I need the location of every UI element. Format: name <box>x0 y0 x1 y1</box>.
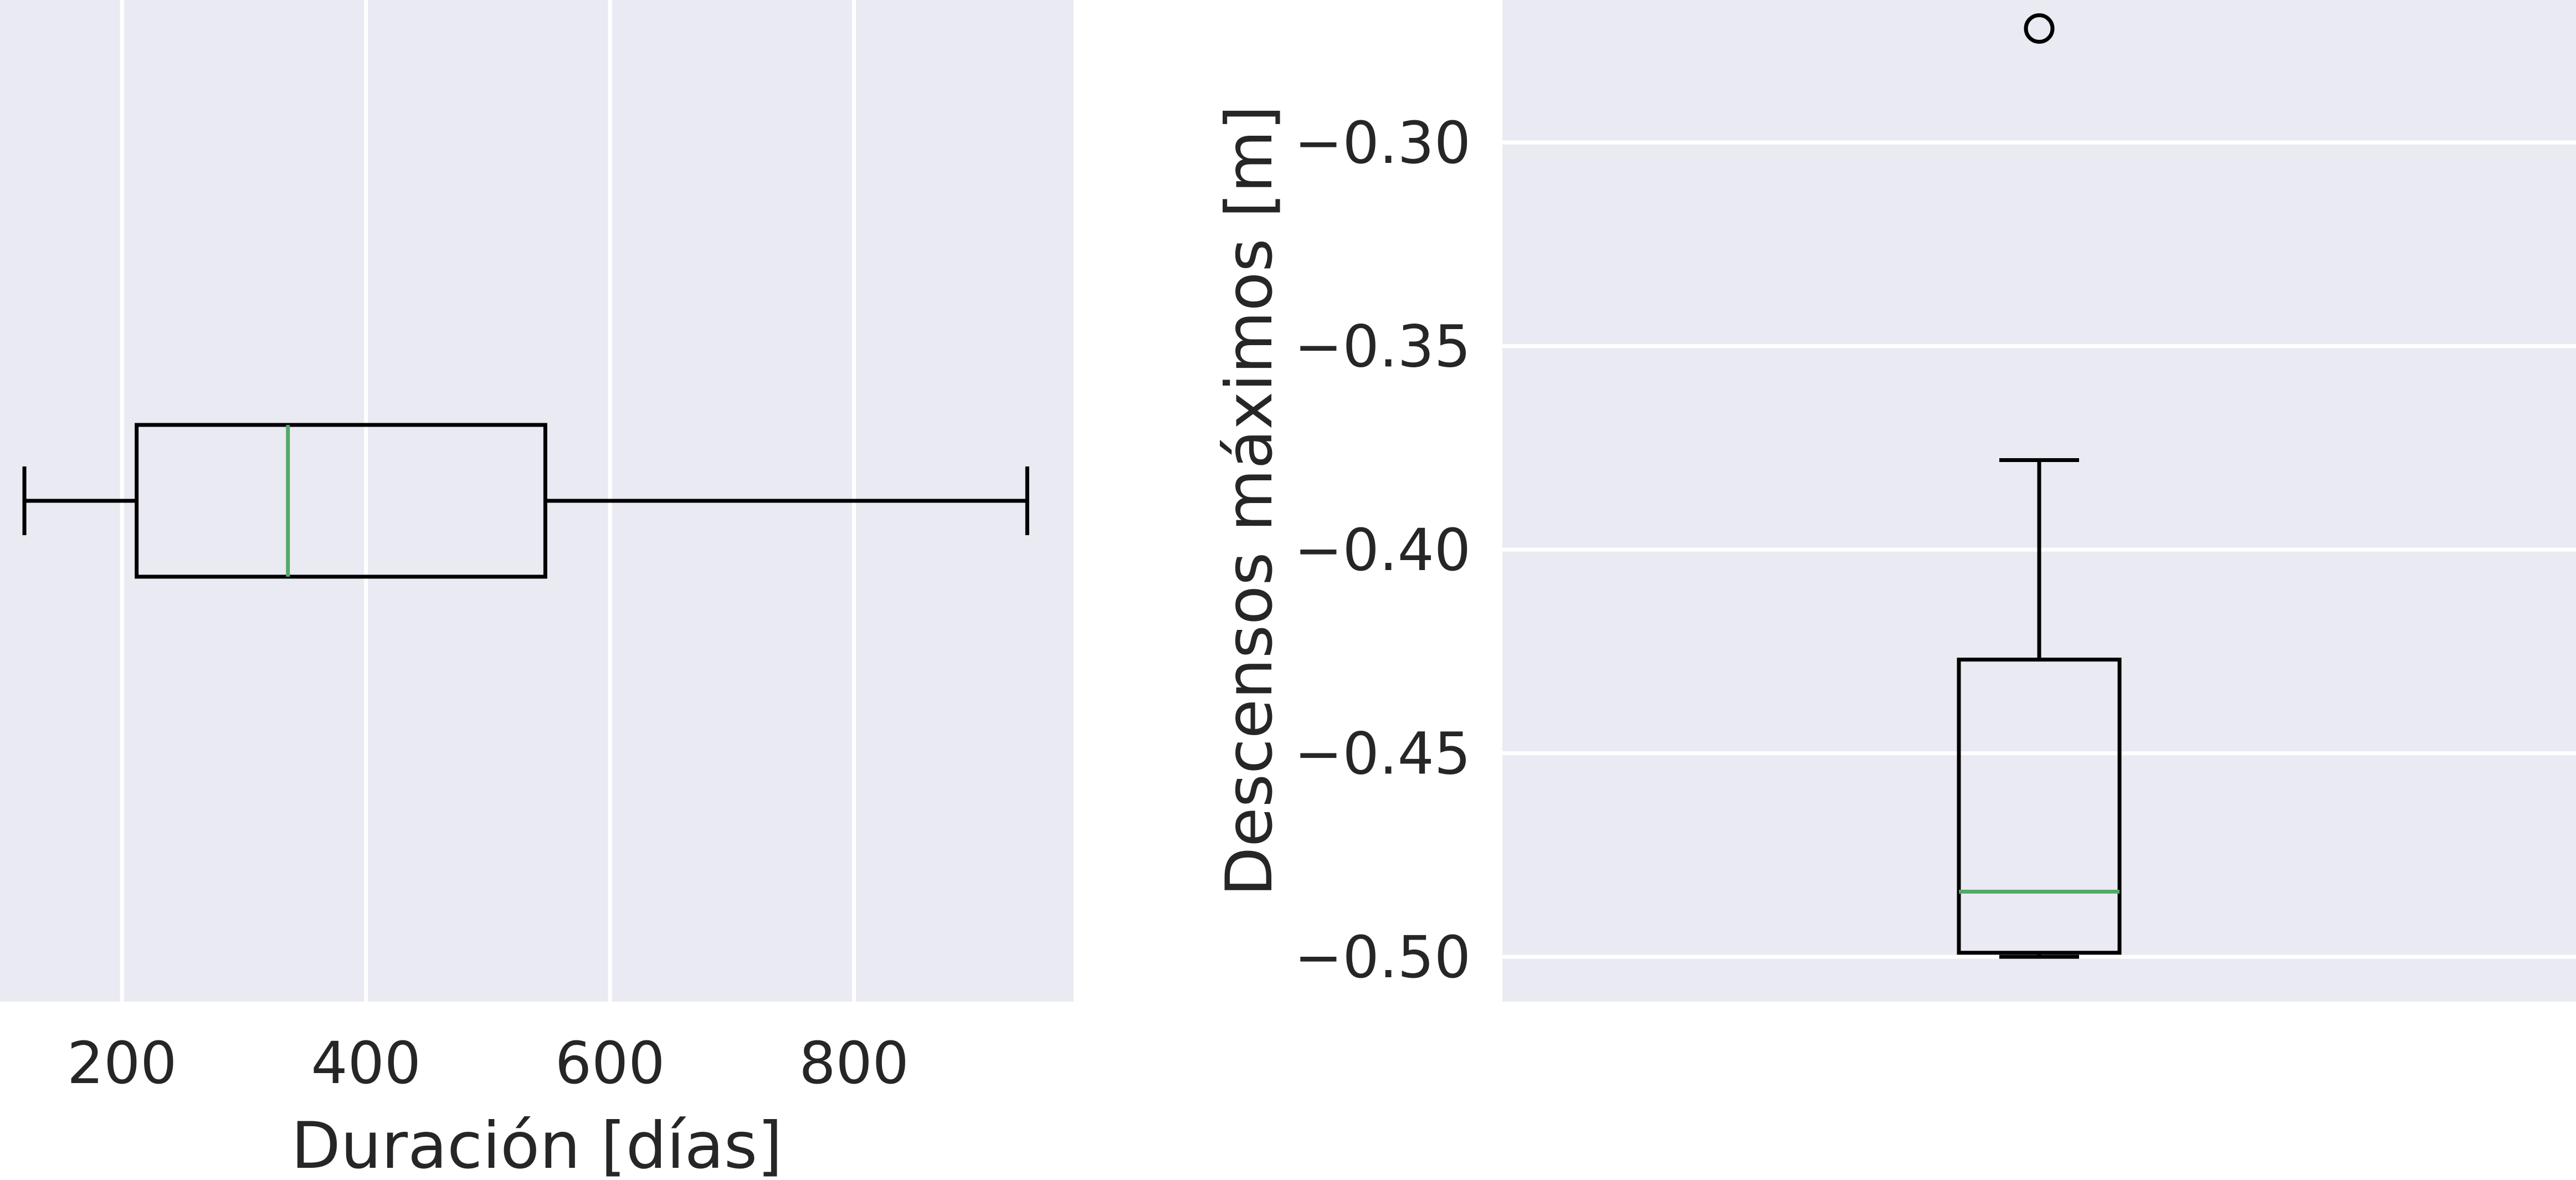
drawdown-tick-label: −0.35 <box>1294 313 1471 381</box>
drawdown-tick-label: −0.40 <box>1294 516 1471 584</box>
duration-tick-label: 200 <box>67 1029 177 1097</box>
duration-boxplot-panel: 200 400 600 800 Duración [días] <box>0 0 1074 1180</box>
drawdown-outlier-point <box>2024 13 2055 44</box>
drawdown-tick-label: −0.30 <box>1294 109 1471 177</box>
duration-box <box>22 423 1029 579</box>
drawdown-tick-labels: −0.50 −0.45 −0.40 −0.35 −0.30 <box>1294 109 1471 991</box>
duration-tick-label: 800 <box>799 1029 909 1097</box>
duration-tick-labels: 200 400 600 800 <box>67 1029 909 1097</box>
duration-tick-label: 600 <box>555 1029 665 1097</box>
drawdown-tick-label: −0.45 <box>1294 720 1471 788</box>
duration-x-axis-label: Duración [días] <box>291 1109 783 1180</box>
drawdown-tick-label: −0.50 <box>1294 924 1471 991</box>
drawdown-boxplot-panel: −0.50 −0.45 −0.40 −0.35 −0.30 Descensos máxi… <box>1212 0 2576 1002</box>
duration-tick-label: 400 <box>311 1029 421 1097</box>
drawdown-box <box>1957 13 2122 959</box>
drawdown-y-axis-label: Descensos máximos [m] <box>1212 105 1287 896</box>
drawdown-iqr-box <box>1957 658 2122 955</box>
duration-iqr-box <box>135 423 547 579</box>
